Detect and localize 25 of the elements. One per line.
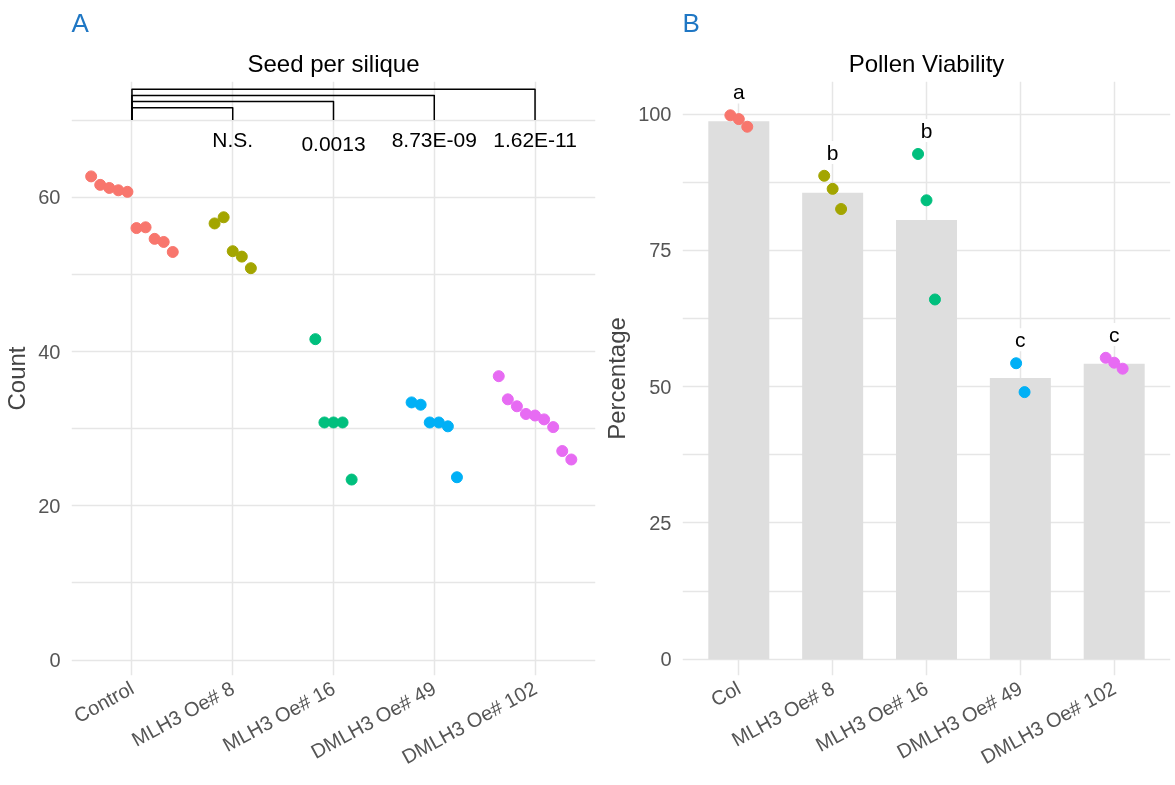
- y-tick-label: 75: [649, 239, 672, 262]
- x-tick-label: Col: [707, 676, 745, 711]
- annotation: c: [1015, 328, 1026, 352]
- y-tick-label: 40: [38, 340, 61, 363]
- text: A: [71, 7, 90, 38]
- y-tick-label: 60: [38, 186, 61, 209]
- y-tick-label: 50: [649, 375, 672, 398]
- annotation: 1.62E-11: [493, 127, 577, 151]
- y-tick-label: 20: [38, 494, 61, 517]
- y-tick-label: 0: [49, 649, 61, 672]
- y-tick-label: 0: [660, 648, 672, 671]
- y-tick-label: 25: [649, 511, 672, 534]
- text: B: [682, 7, 700, 38]
- annotation: a: [732, 80, 745, 104]
- annotation: 8.73E-09: [391, 127, 477, 151]
- y-axis-title: Percentage: [603, 317, 631, 440]
- annotation: 0.0013: [301, 131, 366, 155]
- annotation: c: [1108, 322, 1120, 346]
- y-axis-title: Count: [3, 346, 31, 411]
- y-tick-label: 100: [638, 103, 672, 126]
- chart-title: Pollen Viability: [848, 49, 1005, 77]
- annotation: N.S.: [212, 127, 254, 151]
- annotation: b: [920, 119, 933, 143]
- annotation: b: [826, 140, 839, 164]
- chart-title: Seed per silique: [247, 49, 420, 77]
